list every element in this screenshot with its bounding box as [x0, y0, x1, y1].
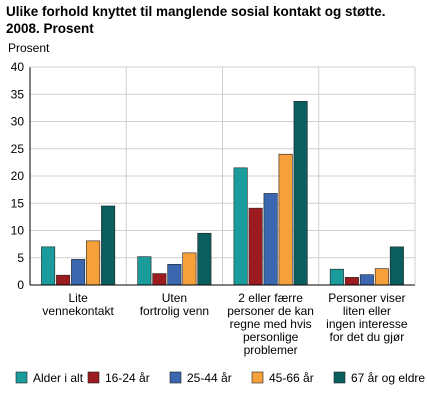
legend-label: 25-44 år — [187, 371, 232, 385]
y-tick-label: 5 — [17, 251, 24, 265]
bar — [359, 274, 374, 286]
bar — [167, 263, 182, 286]
bar — [389, 246, 404, 286]
legend: Alder i alt 16-24 år 25-44 år 45-66 år 67 år… — [15, 371, 425, 385]
bar — [152, 273, 167, 286]
category-label: Uten fortrolig venn — [140, 291, 209, 318]
legend-swatch — [333, 371, 346, 384]
bar — [182, 252, 197, 286]
gridlines — [30, 66, 415, 285]
legend-label: 16-24 år — [105, 371, 150, 385]
legend-swatch — [251, 371, 264, 384]
y-tick-label: 20 — [11, 169, 25, 183]
plot-frame — [29, 66, 416, 286]
y-axis-label: Prosent — [8, 41, 50, 55]
category-labels: Lite vennekontakt Uten fortrolig venn 2 elle… — [42, 291, 407, 357]
bar — [71, 259, 86, 286]
bar — [374, 268, 389, 286]
bar — [41, 246, 56, 286]
bar — [56, 274, 71, 286]
bar — [293, 101, 308, 286]
bars — [41, 101, 404, 286]
bar — [197, 232, 212, 286]
bar — [137, 256, 152, 286]
bar — [248, 207, 263, 286]
bar — [233, 167, 248, 286]
category-label: Personer viser liten eller ingen interesse… — [326, 291, 408, 344]
bar — [344, 277, 359, 286]
y-tick-label: 30 — [11, 115, 25, 129]
category-label: Lite vennekontakt — [42, 291, 114, 318]
legend-swatch — [15, 371, 28, 384]
legend-label: 45-66 år — [269, 371, 314, 385]
y-tick-label: 25 — [11, 142, 25, 156]
y-tick-label: 0 — [17, 278, 24, 292]
y-tick-label: 35 — [11, 87, 25, 101]
y-tick-label: 10 — [11, 224, 25, 238]
legend-label: Alder i alt — [33, 371, 84, 385]
legend-swatch — [169, 371, 182, 384]
y-axis-ticks: 0 5 10 15 20 25 30 35 40 — [11, 60, 25, 292]
category-label: 2 eller færre personer de kan regne med hv… — [227, 291, 314, 357]
legend-swatch — [87, 371, 100, 384]
bar — [101, 205, 116, 286]
bar — [278, 153, 293, 286]
bar — [86, 240, 101, 286]
y-tick-label: 15 — [11, 196, 25, 210]
legend-label: 67 år og eldre — [351, 371, 425, 385]
chart-title-line-1: Ulike forhold knyttet til manglende sosi… — [6, 4, 386, 19]
bar — [263, 193, 278, 286]
y-tick-label: 40 — [11, 60, 25, 74]
bar — [329, 268, 344, 286]
chart-title-line-2: 2008. Prosent — [6, 21, 94, 36]
